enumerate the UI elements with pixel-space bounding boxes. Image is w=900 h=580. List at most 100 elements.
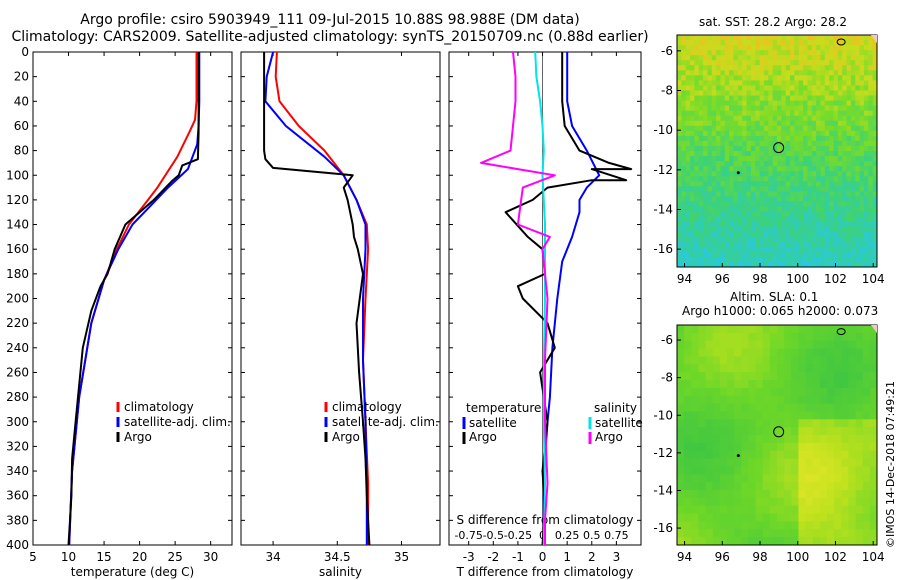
sst_map-cell — [794, 171, 800, 177]
sst_map-cell — [781, 166, 787, 172]
sst_map-cell — [794, 221, 800, 228]
sla_map-cell — [855, 380, 864, 389]
sst_map-cell — [833, 226, 839, 233]
sla_map-cell — [712, 325, 721, 334]
sla_map-cell — [805, 403, 814, 413]
sst_map-cell — [833, 145, 839, 152]
sst_map-cell — [850, 151, 856, 157]
sst_map-cell — [824, 40, 830, 46]
sst_map-cell — [785, 65, 791, 71]
sst_map-cell — [842, 161, 848, 167]
sst_map-cell — [829, 35, 835, 41]
sst_map-cell — [772, 110, 778, 117]
sla_map-cell — [691, 427, 700, 436]
sst_map-cell — [803, 251, 809, 258]
sst_map-cell — [820, 55, 826, 61]
sst_map-cell — [811, 196, 817, 203]
sla_map-cell — [712, 411, 721, 420]
sst_map-cell — [859, 186, 865, 192]
sst_map-cell — [829, 75, 835, 81]
sla_map-lat-tick-label: -16 — [653, 521, 673, 535]
sst_map-cell — [803, 125, 809, 132]
sst_map-cell — [833, 166, 839, 172]
sst_map-cell — [685, 130, 691, 137]
sla_map-cell — [727, 497, 735, 507]
sla_map-cell — [798, 505, 807, 515]
sst_map-cell — [872, 70, 877, 76]
sla_map-cell — [812, 380, 821, 389]
sst_map-cell — [729, 130, 735, 137]
sst_map-cell — [746, 55, 752, 61]
sst_map-cell — [746, 60, 752, 66]
sst_map-cell — [803, 65, 809, 71]
sst_map-cell — [846, 196, 852, 203]
sst_map-cell — [742, 246, 748, 253]
sst_map-cell — [737, 140, 743, 147]
sst_map-cell — [807, 161, 813, 167]
sst_map-cell — [685, 186, 691, 192]
sst_map-cell — [690, 125, 695, 132]
sst_map-cell — [768, 125, 774, 132]
sst_map-cell — [711, 191, 717, 197]
sst_map-cell — [790, 151, 795, 157]
sst_map-cell — [794, 156, 800, 162]
sst_map-cell — [763, 120, 769, 127]
sst_map-cell — [807, 181, 813, 187]
sla_map-cell — [727, 482, 735, 491]
sst_map-cell — [859, 125, 865, 132]
sst_map-cell — [833, 206, 839, 213]
sst_map-cell — [698, 221, 704, 228]
sst_map-cell — [768, 45, 774, 51]
temperature-legend-label: climatology — [124, 400, 194, 414]
sst_map-cell — [872, 90, 877, 97]
depth-tick-label: 280 — [6, 390, 29, 404]
sla_map-cell — [834, 513, 842, 523]
sst_map-cell — [750, 135, 756, 142]
sst_map-cell — [742, 110, 748, 117]
sst_map-cell — [720, 60, 726, 66]
sst_map-cell — [711, 201, 717, 208]
sst_map-cell — [850, 261, 856, 267]
sst_map-cell — [872, 206, 877, 213]
sst_map-cell — [750, 191, 756, 197]
sst_map-cell — [863, 171, 869, 177]
sst_map-cell — [833, 105, 839, 112]
sst_map-cell — [820, 211, 826, 218]
sst_map-cell — [798, 256, 804, 263]
sst_map-cell — [711, 166, 717, 172]
sst_map-cell — [794, 246, 800, 253]
sst_map-cell — [720, 40, 726, 46]
sst_map-cell — [746, 95, 752, 102]
sla_map-cell — [827, 458, 835, 468]
sst_map-cell — [837, 95, 843, 102]
sla_map-cell — [677, 505, 685, 515]
sla_map-cell — [705, 427, 714, 436]
sst_map-cell — [855, 55, 861, 61]
sst_map-cell — [677, 35, 682, 41]
sst_map-cell — [824, 80, 830, 87]
sla_map-cell — [805, 474, 814, 483]
sst_map-cell — [720, 206, 726, 213]
sla_map-cell — [698, 411, 707, 420]
sst_map-cell — [816, 206, 822, 213]
sst_map-cell — [781, 226, 787, 233]
sst_map-cell — [837, 130, 843, 137]
sst_map-cell — [785, 261, 791, 267]
sla_map-cell — [762, 411, 771, 420]
sst_map-cell — [824, 95, 830, 102]
sla_map-cell — [827, 348, 835, 358]
sla_map-cell — [869, 442, 877, 452]
sla_map-cell — [827, 435, 835, 444]
sst_map-cell — [785, 140, 791, 147]
sst_map-cell — [798, 75, 804, 81]
sst_map-cell — [724, 241, 730, 248]
sst_map-cell — [777, 201, 782, 208]
sla_map-lat-tick-label: -14 — [653, 483, 673, 497]
sla_map-cell — [691, 356, 700, 365]
sla_map-cell — [784, 513, 792, 523]
sla_map-cell — [819, 537, 828, 545]
sst_map-cell — [842, 145, 848, 152]
depth-tick-label: 120 — [6, 193, 29, 207]
sla_map-cell — [784, 490, 792, 499]
sst_map-cell — [820, 221, 826, 228]
